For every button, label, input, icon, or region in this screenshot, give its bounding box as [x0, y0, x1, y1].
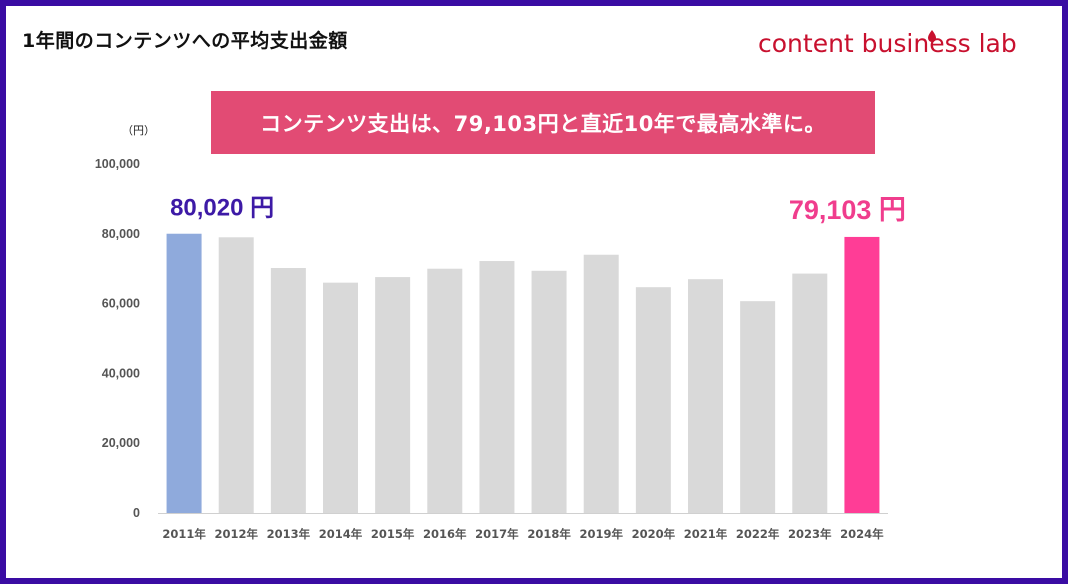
x-tick-label: 2017年: [475, 527, 519, 541]
bar: [427, 268, 463, 513]
callouts: 80,020 円 79,103 円: [170, 195, 906, 225]
y-tick-label: 100,000: [95, 157, 140, 171]
page-title: 1年間のコンテンツへの平均支出金額: [22, 30, 348, 52]
x-tick-label: 2013年: [267, 527, 311, 541]
bar: [635, 287, 671, 513]
headline-banner: コンテンツ支出は、79,103円と直近10年で最高水準に。: [211, 91, 875, 154]
bar: [166, 233, 202, 513]
y-tick-label: 60,000: [102, 297, 140, 311]
x-tick-label: 2020年: [632, 527, 676, 541]
y-tick-label: 40,000: [102, 366, 140, 380]
bar: [323, 282, 358, 513]
logo-text: content business lab: [758, 29, 1017, 58]
callout-2011: 80,020 円: [170, 195, 274, 222]
x-tick-label: 2018年: [527, 527, 571, 541]
x-axis-ticks: 2011年 2012年 2013年 2014年 2015年 2016年 2017年 2018年…: [162, 527, 884, 541]
logo-drop-icon: [928, 30, 936, 42]
x-tick-label: 2016年: [423, 527, 467, 541]
x-tick-label: 2024年: [840, 527, 884, 541]
y-tick-label: 0: [133, 506, 140, 520]
callout-2024: 79,103 円: [789, 195, 906, 225]
bar: [740, 301, 776, 513]
y-tick-label: 80,000: [102, 227, 140, 241]
y-axis-ticks: 0 20,000 40,000 60,000 80,000 100,000: [95, 157, 140, 520]
x-tick-label: 2011年: [162, 527, 206, 541]
bar: [583, 254, 619, 514]
x-tick-label: 2012年: [214, 527, 258, 541]
brand-logo: content business lab: [758, 29, 1017, 58]
bar: [688, 279, 723, 513]
x-tick-label: 2014年: [319, 527, 363, 541]
bar: [792, 273, 828, 513]
bar: [479, 261, 515, 513]
y-tick-label: 20,000: [102, 436, 140, 450]
y-axis-unit-label: （円）: [122, 124, 155, 137]
bar: [218, 237, 254, 514]
x-tick-label: 2023年: [788, 527, 832, 541]
x-tick-label: 2019年: [579, 527, 623, 541]
bar: [531, 270, 567, 513]
bars: [166, 233, 880, 514]
bar: [844, 236, 880, 513]
x-tick-label: 2021年: [684, 527, 728, 541]
bar: [270, 268, 306, 513]
x-tick-label: 2022年: [736, 527, 780, 541]
bar: [375, 277, 411, 513]
x-tick-label: 2015年: [371, 527, 415, 541]
